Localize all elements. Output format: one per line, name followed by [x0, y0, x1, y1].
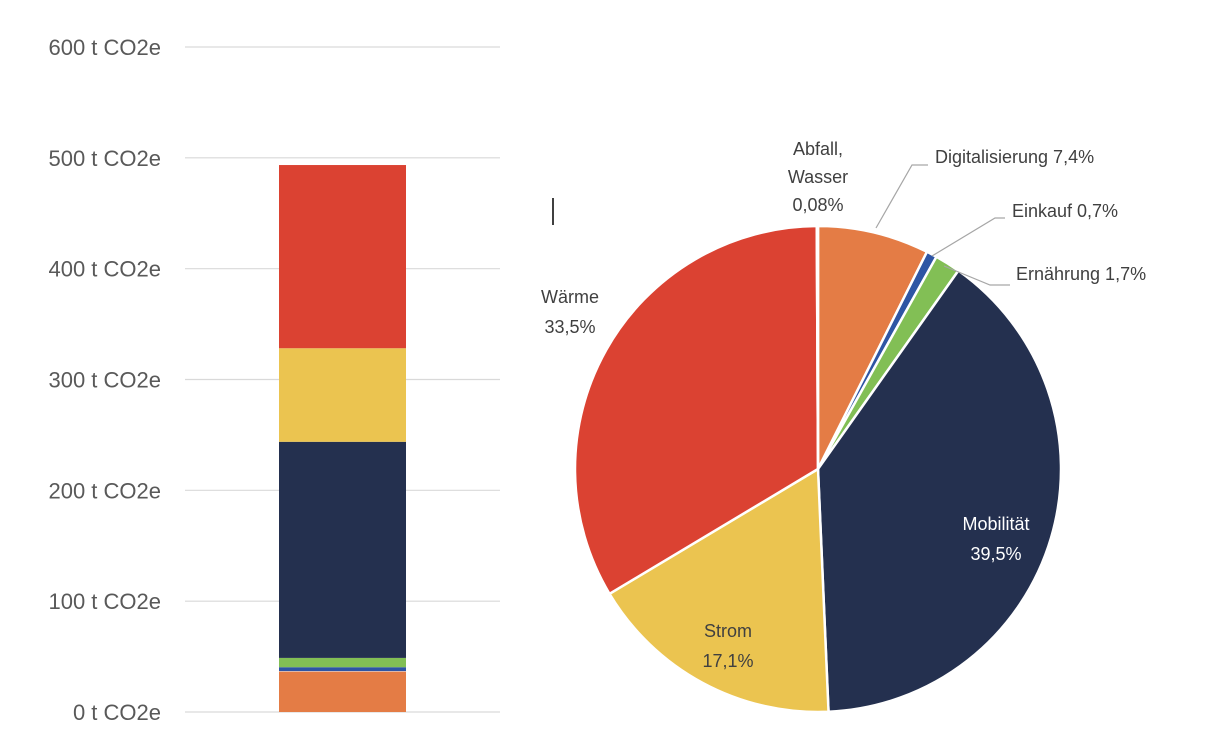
y-tick-label: 0 t CO2e: [73, 700, 161, 725]
y-tick-label: 600 t CO2e: [48, 35, 161, 60]
leader-lines: [875, 164, 1010, 286]
leader-line: [943, 265, 1010, 286]
pie-slice: [816, 269, 1063, 714]
label-mobilitaet-pct: 39,5%: [970, 544, 1021, 564]
label-abfall-line1: Abfall,: [793, 139, 843, 159]
bar-segment: [279, 165, 406, 349]
y-tick-label: 100 t CO2e: [48, 589, 161, 614]
label-digitalisierung: Digitalisierung 7,4%: [935, 147, 1094, 167]
bar-segment: [279, 667, 406, 672]
bar-segment: [279, 671, 406, 712]
label-strom-pct: 17,1%: [702, 651, 753, 671]
stacked-bar-chart: 0 t CO2e 100 t CO2e 200 t CO2e 300 t CO2e 40…: [48, 35, 500, 725]
y-tick-label: 200 t CO2e: [48, 478, 161, 503]
pie-slices: [573, 224, 1063, 714]
bar-segment: [279, 348, 406, 442]
pie-slice: [815, 224, 820, 471]
label-ernaehrung: Ernährung 1,7%: [1016, 264, 1146, 284]
label-einkauf: Einkauf 0,7%: [1012, 201, 1118, 221]
y-tick-label: 400 t CO2e: [48, 257, 161, 282]
label-abfall-line2: Wasser: [788, 167, 848, 187]
bar-segments: [279, 165, 406, 712]
bar-segment: [279, 657, 406, 668]
pie-chart: Abfall, Wasser 0,08% Digitalisierung 7,4…: [541, 139, 1146, 714]
pie-slice: [608, 467, 830, 714]
label-waerme-name: Wärme: [541, 287, 599, 307]
label-strom-name: Strom: [704, 621, 752, 641]
y-tick-label: 500 t CO2e: [48, 146, 161, 171]
leader-line: [931, 217, 1005, 257]
bar-segment: [279, 441, 406, 658]
label-abfall-pct: 0,08%: [792, 195, 843, 215]
label-mobilitaet-name: Mobilität: [962, 514, 1029, 534]
y-axis-ticks: 0 t CO2e 100 t CO2e 200 t CO2e 300 t CO2e 40…: [48, 35, 161, 725]
pie-slice: [816, 224, 929, 471]
pie-slice: [573, 224, 820, 596]
pie-labels: Abfall, Wasser 0,08% Digitalisierung 7,4…: [541, 139, 1146, 671]
leader-line: [875, 164, 928, 229]
y-tick-label: 300 t CO2e: [48, 368, 161, 393]
label-waerme-pct: 33,5%: [544, 317, 595, 337]
